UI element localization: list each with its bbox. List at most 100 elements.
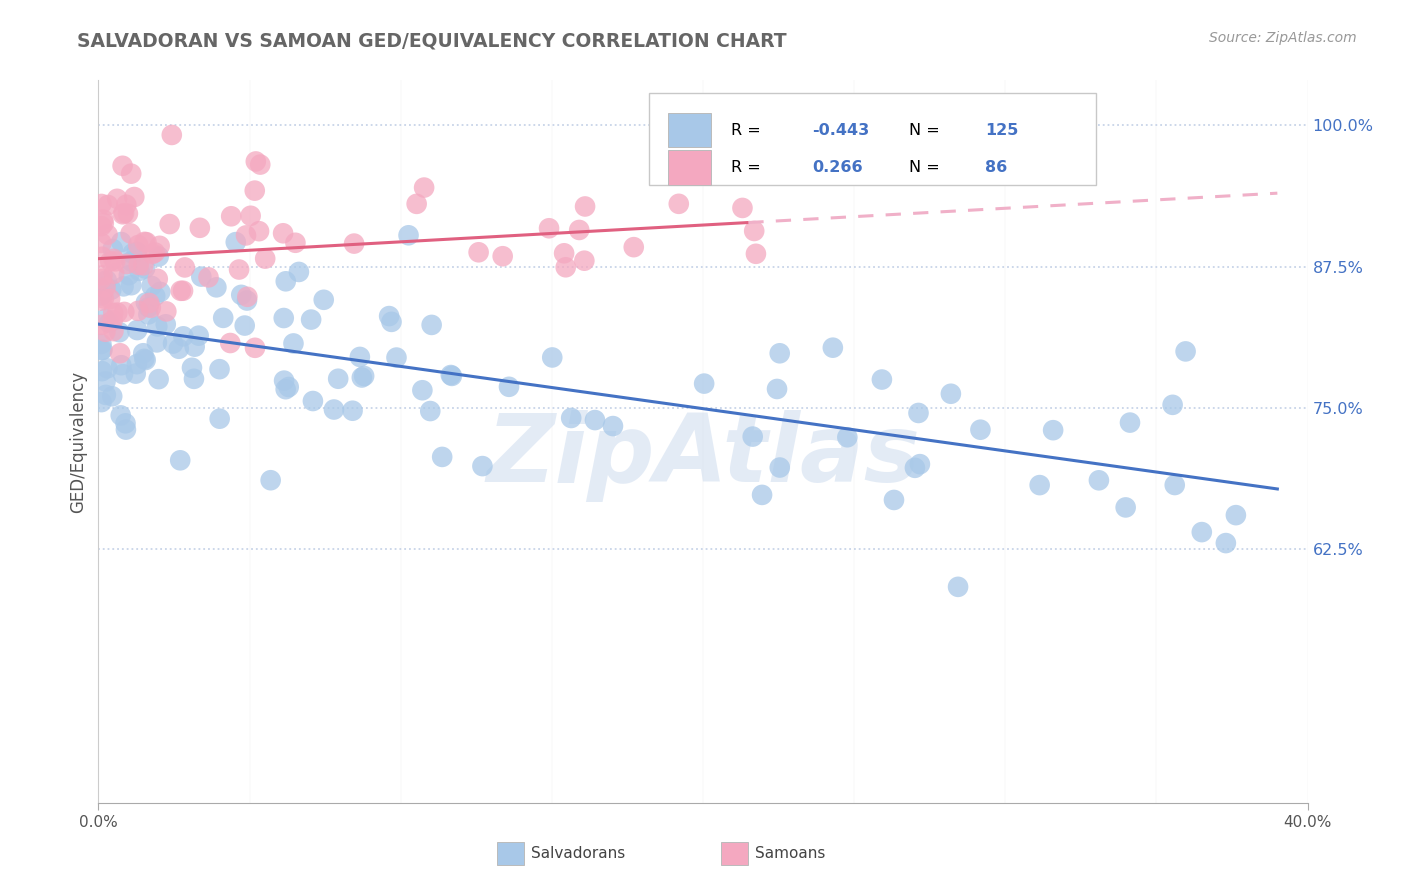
Point (115, 198, 138, 212)
Point (146, 335, 169, 350)
Point (115, 257, 138, 271)
Point (219, 209, 242, 223)
Point (101, 389, 124, 403)
Point (90, 293, 112, 308)
Point (751, 488, 773, 502)
Point (112, 206, 135, 220)
Point (247, 224, 270, 238)
FancyBboxPatch shape (498, 842, 524, 865)
Point (1161, 398, 1184, 412)
Point (274, 382, 297, 396)
Point (342, 403, 364, 417)
Point (90, 235, 112, 250)
Point (135, 235, 157, 250)
Point (904, 460, 927, 475)
Point (1191, 525, 1213, 540)
Point (870, 373, 893, 387)
Point (90, 288, 112, 302)
Point (117, 206, 139, 220)
Point (172, 329, 194, 343)
Point (1215, 536, 1237, 550)
Point (170, 284, 193, 298)
Point (120, 278, 142, 293)
Text: 125: 125 (984, 122, 1018, 137)
Point (1028, 478, 1050, 492)
Point (181, 360, 204, 375)
Point (693, 376, 716, 391)
Point (94, 388, 117, 402)
Point (97, 198, 120, 212)
Point (602, 419, 624, 434)
Point (946, 580, 969, 594)
Point (274, 274, 297, 288)
Point (93, 216, 115, 230)
Point (188, 220, 211, 235)
Point (553, 246, 575, 260)
Point (219, 336, 242, 351)
Point (1164, 478, 1187, 492)
Point (101, 242, 124, 256)
Point (239, 209, 262, 223)
Point (541, 351, 564, 365)
Point (155, 304, 177, 318)
Point (1174, 344, 1197, 359)
Text: Source: ZipAtlas.com: Source: ZipAtlas.com (1209, 31, 1357, 45)
Point (93, 292, 115, 306)
Point (260, 473, 283, 487)
Point (668, 197, 690, 211)
Point (742, 224, 765, 238)
Point (96, 273, 118, 287)
Point (108, 325, 131, 339)
Point (277, 380, 299, 394)
Point (96, 361, 118, 376)
Point (1042, 423, 1064, 437)
Point (108, 346, 131, 360)
Point (155, 318, 177, 332)
Text: Samoans: Samoans (755, 846, 825, 861)
Point (149, 239, 172, 253)
Point (134, 235, 156, 249)
Point (146, 272, 169, 286)
Point (273, 374, 295, 388)
Point (349, 350, 371, 364)
Point (138, 296, 160, 310)
Point (187, 328, 209, 343)
Text: ZipAtlas: ZipAtlas (486, 410, 920, 502)
Point (254, 252, 277, 266)
Point (91, 343, 114, 357)
Point (141, 279, 163, 293)
Point (554, 260, 576, 275)
Text: 86: 86 (984, 161, 1007, 175)
Point (94, 280, 117, 294)
Point (430, 450, 453, 464)
Point (127, 323, 149, 337)
Point (138, 300, 160, 314)
Point (312, 293, 335, 307)
Point (98, 254, 121, 268)
Point (271, 227, 294, 241)
Point (90, 318, 112, 332)
Point (124, 190, 146, 204)
Point (1115, 500, 1137, 515)
Point (132, 258, 155, 272)
Point (197, 270, 219, 285)
Point (350, 370, 373, 384)
Point (112, 305, 135, 319)
Text: R =: R = (731, 122, 766, 137)
Point (90, 272, 112, 286)
Point (162, 336, 184, 351)
Point (183, 340, 205, 354)
Point (127, 303, 149, 318)
Point (143, 289, 166, 303)
FancyBboxPatch shape (648, 93, 1097, 185)
Point (440, 368, 463, 382)
Point (135, 353, 157, 368)
Point (90, 219, 112, 234)
Point (112, 279, 135, 293)
Point (343, 236, 366, 251)
Point (120, 227, 142, 241)
Point (111, 159, 134, 173)
Point (94, 375, 117, 389)
Point (167, 342, 190, 356)
Point (538, 221, 561, 235)
